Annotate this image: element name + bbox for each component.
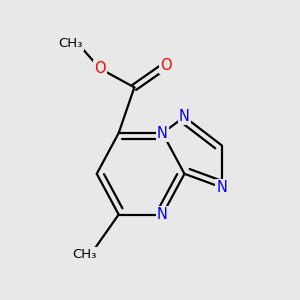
Text: CH₃: CH₃ xyxy=(72,248,96,261)
Text: N: N xyxy=(157,126,168,141)
Text: N: N xyxy=(179,109,190,124)
Text: CH₃: CH₃ xyxy=(58,37,82,50)
Text: O: O xyxy=(94,61,106,76)
Text: N: N xyxy=(157,207,168,222)
Text: N: N xyxy=(217,180,227,195)
Text: O: O xyxy=(160,58,172,73)
